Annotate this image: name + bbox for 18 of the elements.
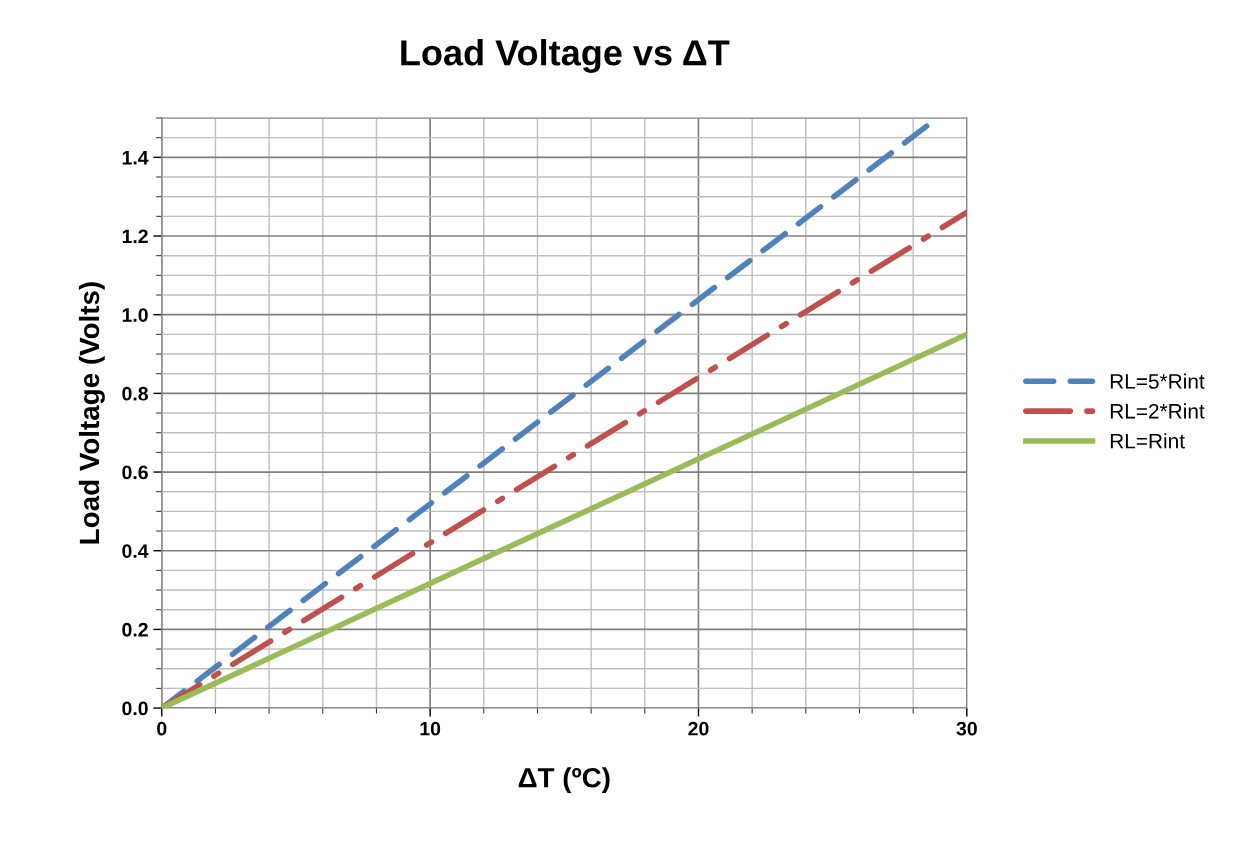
y-tick-label: 0.0 <box>122 701 148 716</box>
legend-label: RL=5*Rint <box>1110 373 1205 389</box>
y-tick-label: 1.2 <box>122 229 148 244</box>
x-tick-label: 0 <box>157 721 167 736</box>
chart-title: Load Voltage vs ΔT <box>401 39 730 73</box>
legend-label: RL=Rint <box>1110 433 1185 449</box>
x-tick-label: 30 <box>956 721 977 736</box>
y-tick-label: 1.0 <box>122 308 148 322</box>
y-tick-label: 1.4 <box>122 151 149 165</box>
legend-label: RL=2*Rint <box>1110 403 1205 419</box>
y-tick-label: 0.2 <box>122 622 148 637</box>
y-axis-title: Load Voltage (Volts) <box>78 282 105 544</box>
y-tick-label: 0.4 <box>122 544 149 558</box>
x-axis-title: ΔT (ºC) <box>518 767 610 794</box>
x-tick-label: 20 <box>688 721 709 736</box>
x-tick-label: 10 <box>420 721 441 736</box>
y-tick-label: 0.8 <box>122 386 148 401</box>
y-tick-label: 0.6 <box>122 465 148 480</box>
